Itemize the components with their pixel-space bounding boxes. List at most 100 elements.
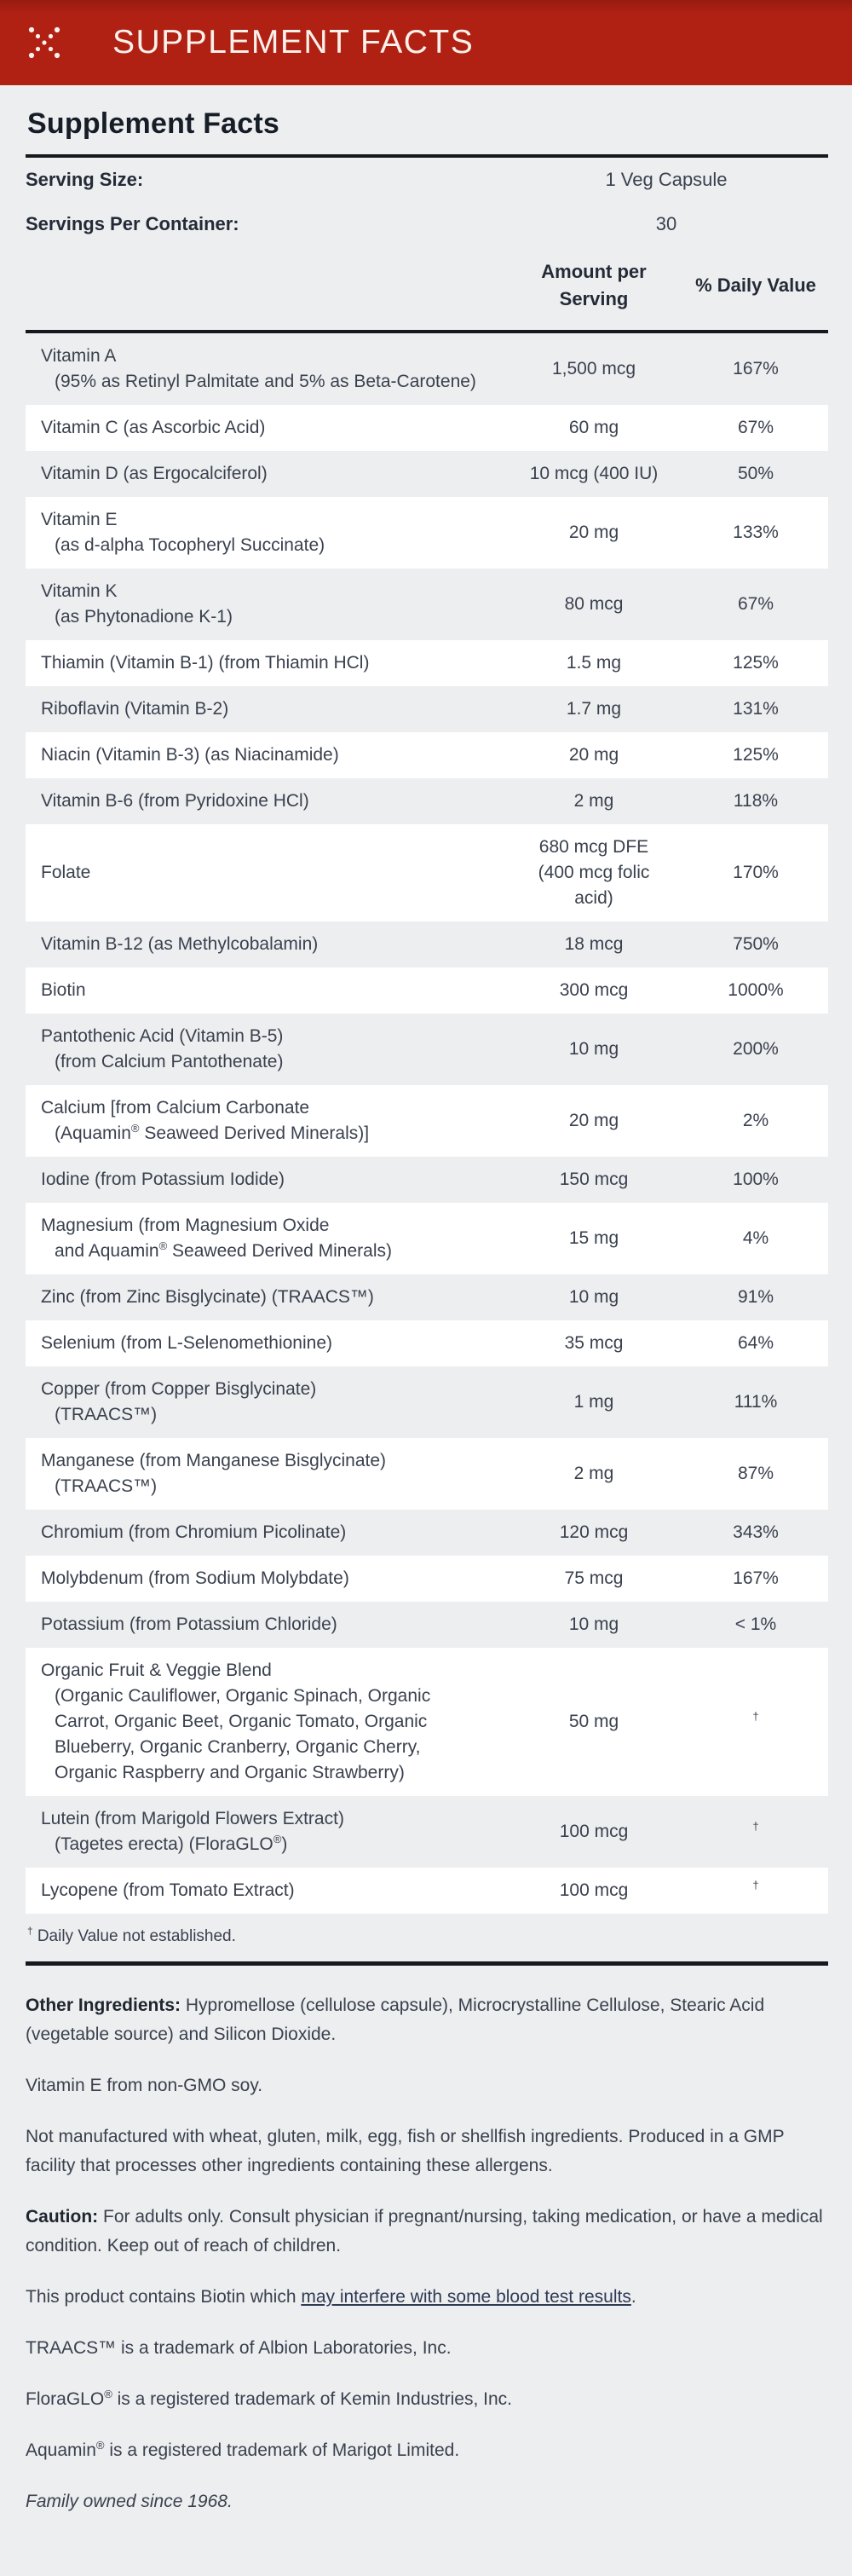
ingredient-name: Biotin: [41, 979, 86, 1000]
amount-per-serving-value: 75 mcg: [564, 1568, 624, 1588]
daily-value-footnote: † Daily Value not established.: [27, 1926, 236, 1945]
servings-per-container-value: 30: [655, 213, 677, 234]
ingredient-name: Organic Fruit & Veggie Blend (Organic Cau…: [41, 1660, 431, 1782]
table-row: Copper (from Copper Bisglycinate) (TRAACS…: [26, 1366, 828, 1438]
table-row: Magnesium (from Magnesium Oxide and Aquam…: [26, 1202, 828, 1274]
table-row: Chromium (from Chromium Picolinate) 120 m…: [26, 1510, 828, 1556]
ingredient-name: Calcium [from Calcium Carbonate (Aquamin®…: [41, 1097, 370, 1143]
table-row: Pantothenic Acid (Vitamin B-5) (from Calc…: [26, 1014, 828, 1085]
daily-value-percent: 100%: [733, 1169, 779, 1189]
amount-per-serving-value: 1 mg: [573, 1391, 614, 1412]
ingredient-name: Vitamin D (as Ergocalciferol): [41, 463, 268, 483]
ingredient-name: Zinc (from Zinc Bisglycinate) (TRAACS™): [41, 1286, 374, 1307]
daily-value-percent: 167%: [733, 1568, 779, 1588]
ingredient-name: Niacin (Vitamin B-3) (as Niacinamide): [41, 744, 339, 765]
amount-per-serving-value: 1,500 mcg: [551, 358, 636, 378]
table-row: Vitamin C (as Ascorbic Acid) 60 mg 67%: [26, 404, 828, 451]
daily-value-percent: †: [752, 1878, 759, 1892]
daily-value-percent: 118%: [733, 790, 779, 811]
note-text: Vitamin E from non-GMO soy.: [26, 2075, 263, 2095]
daily-value-header: % Daily Value: [695, 274, 816, 296]
serving-size-label: Serving Size:: [26, 169, 144, 190]
amount-per-serving-header: Amount per Serving: [541, 261, 647, 309]
table-row: Vitamin B-12 (as Methylcobalamin) 18 mcg 7…: [26, 921, 828, 967]
table-row: Lutein (from Marigold Flowers Extract) (T…: [26, 1796, 828, 1868]
note-paragraph: Not manufactured with wheat, gluten, mil…: [26, 2123, 828, 2180]
amount-per-serving-value: 60 mg: [568, 417, 619, 437]
table-row: Calcium [from Calcium Carbonate (Aquamin®…: [26, 1084, 828, 1157]
table-row: Folate 680 mcg DFE (400 mcg folic acid) 170%: [26, 823, 828, 921]
daily-value-percent: 200%: [733, 1038, 779, 1059]
ingredient-name: Manganese (from Manganese Bisglycinate)(…: [41, 1450, 387, 1496]
table-row: Biotin 300 mcg 1000%: [26, 967, 828, 1014]
table-row: Molybdenum (from Sodium Molybdate) 75 mcg…: [26, 1555, 828, 1602]
table-row: Vitamin B-6 (from Pyridoxine HCl) 2 mg 118…: [26, 778, 828, 824]
note-paragraph: Caution: For adults only. Consult physic…: [26, 2203, 828, 2261]
note-paragraph: Aquamin® is a registered trademark of Ma…: [26, 2436, 828, 2465]
ingredient-name: Chromium (from Chromium Picolinate): [41, 1522, 347, 1542]
amount-per-serving-value: 150 mcg: [559, 1169, 629, 1189]
note-bold-label: Caution:: [26, 2206, 99, 2227]
ingredient-name: Copper (from Copper Bisglycinate) (TRAACS…: [41, 1378, 317, 1424]
daily-value-percent: 131%: [733, 698, 779, 719]
table-header-row: Amount per Serving % Daily Value: [26, 246, 828, 330]
amount-per-serving-value: 15 mg: [568, 1227, 619, 1248]
daily-value-percent: 133%: [733, 522, 779, 542]
daily-value-percent: 91%: [737, 1286, 774, 1307]
amount-per-serving-value: 100 mcg: [559, 1880, 629, 1900]
ingredient-name: Thiamin (Vitamin B-1) (from Thiamin HCl): [41, 652, 370, 673]
supplement-facts-panel: Supplement Facts Serving Size: 1 Veg Cap…: [0, 107, 852, 2576]
note-text: Family owned since 1968.: [26, 2491, 233, 2511]
amount-per-serving-value: 100 mcg: [559, 1821, 629, 1841]
biotin-blood-test-link[interactable]: may interfere with some blood test resul…: [301, 2286, 631, 2307]
note-paragraph: Family owned since 1968.: [26, 2487, 828, 2516]
note-text: FloraGLO® is a registered trademark of K…: [26, 2387, 512, 2409]
amount-per-serving-value: 50 mg: [568, 1711, 619, 1731]
daily-value-percent: †: [752, 1709, 759, 1723]
ingredient-name: Vitamin C (as Ascorbic Acid): [41, 417, 266, 437]
daily-value-percent: 2%: [742, 1110, 769, 1130]
panel-title: Supplement Facts: [27, 107, 280, 140]
divider-table-bottom: [26, 1961, 828, 1966]
amount-per-serving-value: 10 mg: [568, 1614, 619, 1634]
servings-per-container-row: Servings Per Container: 30: [26, 202, 828, 246]
amount-per-serving-value: 80 mcg: [564, 593, 624, 614]
note-text: This product contains Biotin which: [26, 2286, 302, 2307]
amount-per-serving-value: 20 mg: [568, 744, 619, 765]
table-row: Vitamin A (95% as Retinyl Palmitate and 5…: [26, 333, 828, 405]
amount-per-serving-value: 18 mcg: [564, 933, 624, 954]
amount-per-serving-value: 10 mg: [568, 1286, 619, 1307]
note-text: TRAACS™ is a trademark of Albion Laborat…: [26, 2337, 452, 2358]
note-text: For adults only. Consult physician if pr…: [26, 2206, 823, 2255]
ingredient-name: Folate: [41, 862, 91, 882]
amount-per-serving-value: 2 mg: [573, 790, 614, 811]
amount-per-serving-value: 680 mcg DFE (400 mcg folic acid): [538, 836, 650, 908]
note-text: Not manufactured with wheat, gluten, mil…: [26, 2126, 785, 2175]
amount-per-serving-value: 300 mcg: [559, 979, 629, 1000]
ingredient-name: Lycopene (from Tomato Extract): [41, 1880, 295, 1900]
daily-value-percent: 125%: [733, 744, 779, 765]
amount-per-serving-value: 10 mcg (400 IU): [529, 463, 659, 483]
facts-table: Vitamin A (95% as Retinyl Palmitate and 5…: [26, 333, 828, 1914]
note-paragraph: Vitamin E from non-GMO soy.: [26, 2071, 828, 2100]
daily-value-percent: 50%: [737, 463, 774, 483]
ingredient-name: Lutein (from Marigold Flowers Extract) (T…: [41, 1808, 344, 1854]
banner-title: SUPPLEMENT FACTS: [112, 24, 475, 61]
servings-per-container-label: Servings Per Container:: [26, 213, 239, 234]
amount-per-serving-value: 35 mcg: [564, 1332, 624, 1353]
daily-value-percent: 125%: [733, 652, 779, 673]
table-row: Vitamin K (as Phytonadione K-1) 80 mcg 67%: [26, 569, 828, 640]
note-paragraph: Other Ingredients: Hypromellose (cellulo…: [26, 1991, 828, 2049]
ingredient-name: Vitamin B-12 (as Methylcobalamin): [41, 933, 319, 954]
note-paragraph: FloraGLO® is a registered trademark of K…: [26, 2385, 828, 2414]
table-row: Riboflavin (Vitamin B-2) 1.7 mg 131%: [26, 686, 828, 732]
dotted-x-icon: [28, 26, 60, 59]
table-row: Vitamin E (as d-alpha Tocopheryl Succinat…: [26, 496, 828, 569]
note-bold-label: Other Ingredients:: [26, 1995, 181, 2015]
table-row: Niacin (Vitamin B-3) (as Niacinamide) 20 …: [26, 731, 828, 778]
note-paragraph: This product contains Biotin which may i…: [26, 2283, 828, 2312]
ingredient-name: Magnesium (from Magnesium Oxide and Aquam…: [41, 1215, 392, 1261]
ingredient-name: Riboflavin (Vitamin B-2): [41, 698, 229, 719]
daily-value-percent: 67%: [737, 593, 774, 614]
ingredient-name: Vitamin A (95% as Retinyl Palmitate and 5…: [41, 345, 476, 391]
